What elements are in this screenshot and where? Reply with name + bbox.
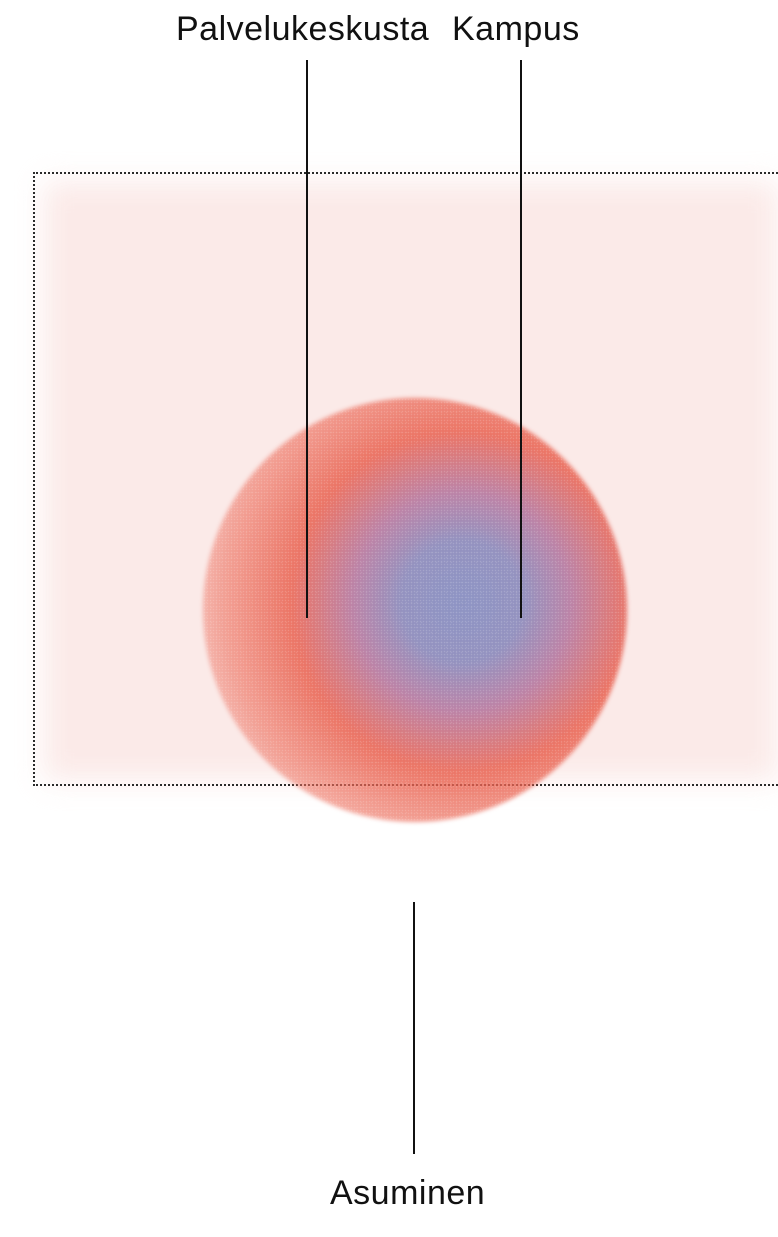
asuminen-leader-line	[413, 902, 415, 1154]
palvelukeskusta-leader-line	[306, 60, 308, 618]
service-campus-blob-texture	[203, 398, 627, 822]
palvelukeskusta-label: Palvelukeskusta	[176, 10, 430, 48]
asuminen-label: Asuminen	[330, 1174, 486, 1212]
service-campus-blob	[203, 398, 627, 822]
kampus-label: Kampus	[452, 10, 580, 48]
kampus-leader-line	[520, 60, 522, 618]
